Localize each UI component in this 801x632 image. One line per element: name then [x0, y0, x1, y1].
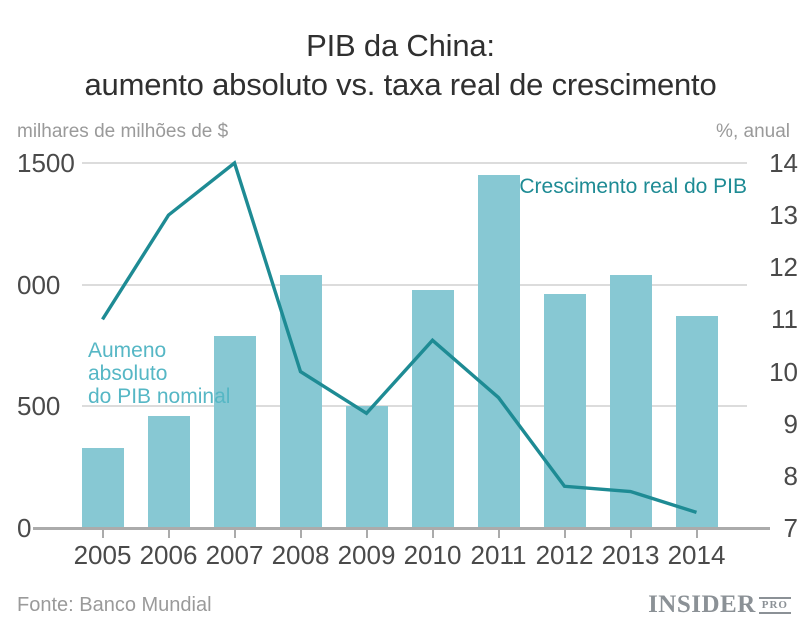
source-credit: Fonte: Banco Mundial: [17, 594, 212, 616]
gdp-growth-line: [101, 160, 698, 515]
x-tick-label-2012: 2012: [535, 540, 594, 570]
right-axis-tick-11: 11: [771, 304, 798, 335]
x-tick-label-2011: 2011: [470, 540, 527, 570]
bar-2005: [81, 447, 124, 528]
logo-insider-text: INSIDER: [648, 591, 756, 618]
x-tick-label-2013: 2013: [601, 540, 660, 570]
right-axis-tick-13: 13: [769, 200, 798, 231]
x-tick-label-2014: 2014: [667, 540, 726, 570]
x-tick-mark-2008: [299, 530, 302, 538]
bar-2012: [543, 294, 586, 528]
x-tick-label-2009: 2009: [337, 540, 396, 570]
left-axis-tick-0: 0: [17, 513, 32, 543]
bar-2014: [675, 316, 718, 528]
right-axis-tick-10: 10: [769, 356, 798, 387]
x-tick-mark-2011: [497, 530, 500, 538]
x-tick-mark-2013: [629, 530, 632, 538]
x-tick-mark-2005: [101, 530, 104, 538]
right-axis-tick-12: 12: [769, 252, 798, 283]
bar-2011: [477, 175, 520, 528]
line-series-annotation: Crescimento real do PIB: [519, 175, 747, 198]
bar-2006: [147, 416, 190, 528]
bar-2009: [345, 406, 388, 528]
chart-title-line1: PIB da China:: [306, 28, 495, 63]
right-axis-tick-8: 8: [783, 460, 798, 491]
bars-series-annotation: Aumeno absoluto do PIB nominal: [88, 339, 230, 408]
bar-2010: [411, 289, 454, 528]
chart-title: PIB da China: aumento absoluto vs. taxa …: [0, 26, 801, 104]
left-axis-tick-500: 500: [17, 391, 61, 422]
right-axis-tick-14: 14: [769, 148, 798, 178]
bars-annotation-line2: absoluto: [88, 362, 168, 385]
bar-2013: [609, 274, 652, 528]
x-tick-mark-2009: [365, 530, 368, 538]
x-tick-mark-2006: [167, 530, 170, 538]
x-tick-label-2007: 2007: [205, 540, 264, 570]
bars-annotation-line1: Aumeno: [88, 339, 167, 362]
bar-2008: [279, 274, 322, 528]
logo-pro-badge: PRO: [758, 596, 791, 614]
x-tick-mark-2007: [233, 530, 236, 538]
right-axis-tick-7: 7: [783, 513, 798, 543]
insider-pro-logo: INSIDER PRO: [648, 591, 791, 618]
x-tick-label-2005: 2005: [73, 540, 132, 570]
right-axis-tick-9: 9: [783, 408, 798, 439]
left-axis-tick-1000: 000: [17, 269, 61, 300]
x-tick-label-2010: 2010: [403, 540, 462, 570]
x-tick-label-2006: 2006: [139, 540, 198, 570]
right-axis-unit-label: %, anual: [716, 121, 790, 142]
x-tick-mark-2014: [695, 530, 698, 538]
chart-title-line2: aumento absoluto vs. taxa real de cresci…: [84, 67, 717, 102]
bars-annotation-line3: do PIB nominal: [88, 385, 231, 408]
gridline-1500: [82, 162, 747, 164]
x-tick-mark-2012: [563, 530, 566, 538]
x-tick-mark-2010: [431, 530, 434, 538]
x-axis-line: [33, 527, 770, 530]
left-axis-unit-label: milhares de milhões de $: [17, 121, 229, 142]
left-axis-tick-1500: 1500: [17, 148, 75, 178]
x-tick-label-2008: 2008: [271, 540, 330, 570]
